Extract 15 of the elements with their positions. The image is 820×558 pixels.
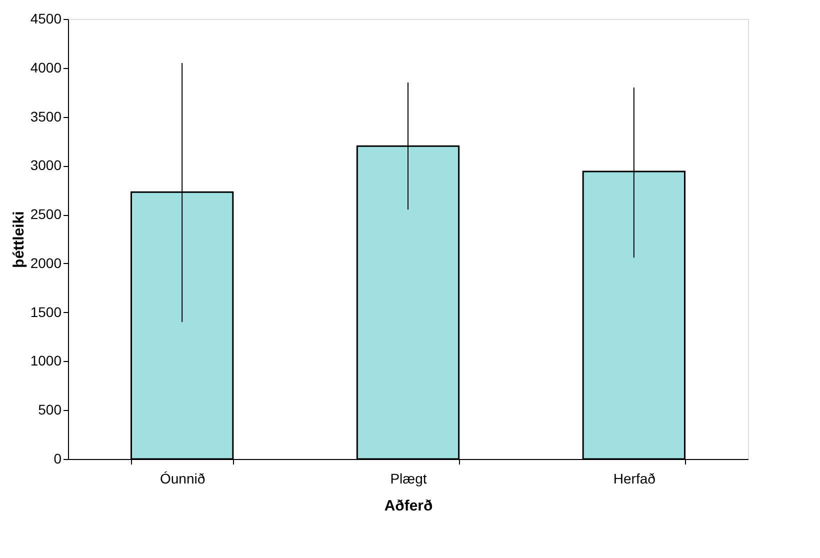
y-tick-label: 2500	[30, 206, 62, 222]
y-tick-label: 1500	[30, 304, 62, 320]
y-tick-label: 1000	[30, 352, 62, 369]
y-tick-label: 3000	[30, 157, 62, 174]
y-tick-label: 0	[54, 450, 62, 466]
y-tick-label: 500	[38, 402, 62, 418]
x-tick-label: Herfað	[613, 470, 656, 486]
y-tick-label: 2000	[30, 254, 62, 271]
y-tick-label: 4000	[30, 59, 62, 76]
x-axis-title: Aðferð	[384, 498, 433, 514]
x-tick-label: Plægt	[390, 470, 427, 486]
y-tick-label: 3500	[30, 108, 62, 124]
y-tick-label: 4500	[30, 10, 62, 26]
y-axis-title: þéttleiki	[10, 211, 28, 268]
x-tick-label: Óunnið	[160, 470, 206, 486]
